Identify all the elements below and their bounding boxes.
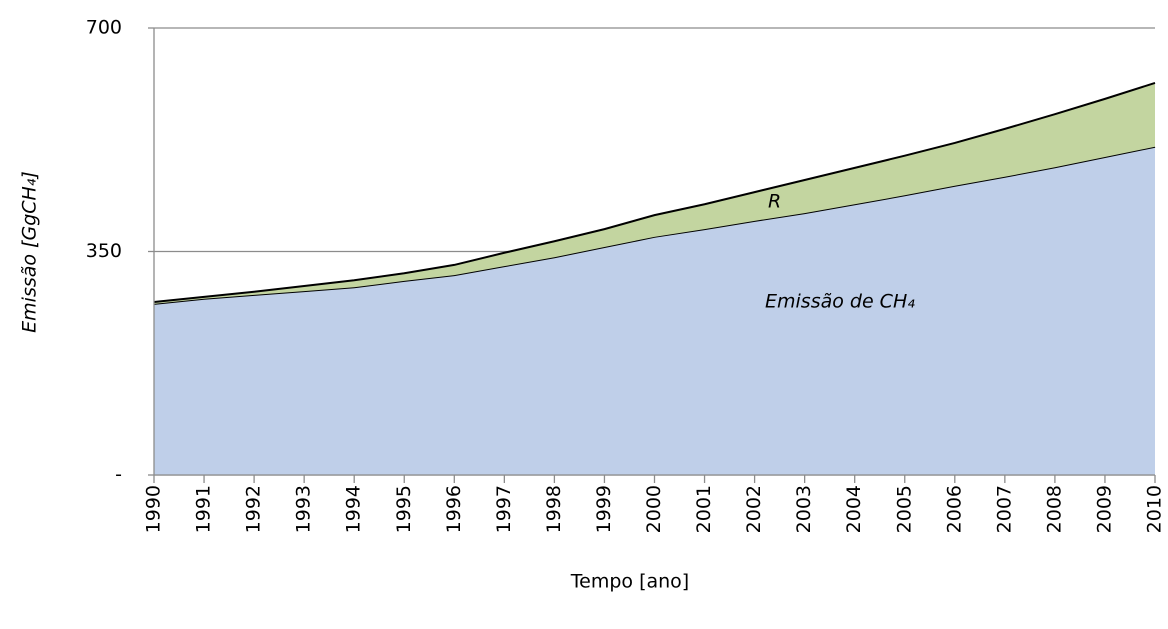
x-tick-label: 2010 (1144, 485, 1166, 533)
x-tick-label: 2004 (843, 485, 865, 533)
x-tick-label: 1999 (593, 485, 615, 533)
series-label: Emissão de CH₄ (765, 291, 915, 313)
x-tick-label: 1995 (393, 485, 415, 533)
x-tick-label: 2009 (1093, 485, 1115, 533)
y-tick-label: 700 (86, 17, 122, 39)
x-tick-label: 2008 (1043, 485, 1065, 533)
area (154, 146, 1155, 475)
x-tick-label: 1991 (193, 485, 215, 533)
x-tick-label: 1994 (343, 485, 365, 533)
area-line (153, 81, 1156, 303)
y-tick-label: 350 (86, 240, 122, 262)
x-tick-label: 2007 (993, 485, 1015, 533)
x-axis-label: Tempo [ano] (570, 571, 689, 593)
y-axis-label: Emissão [GgCH₄] (19, 171, 41, 333)
y-tick-label: - (115, 464, 122, 486)
x-tick-label: 1996 (443, 485, 465, 533)
x-tick-label: 1990 (143, 485, 165, 533)
x-tick-label: 1993 (293, 485, 315, 533)
series-label: R (768, 191, 781, 213)
x-tick-label: 2005 (893, 485, 915, 533)
x-tick-label: 1997 (493, 485, 515, 533)
x-tick-label: 1992 (243, 485, 265, 533)
x-tick-label: 2002 (743, 485, 765, 533)
x-tick-label: 1998 (543, 485, 565, 533)
x-tick-label: 2003 (793, 485, 815, 533)
x-tick-label: 2001 (693, 485, 715, 533)
x-tick-label: 2006 (943, 485, 965, 533)
x-tick-label: 2000 (643, 485, 665, 533)
